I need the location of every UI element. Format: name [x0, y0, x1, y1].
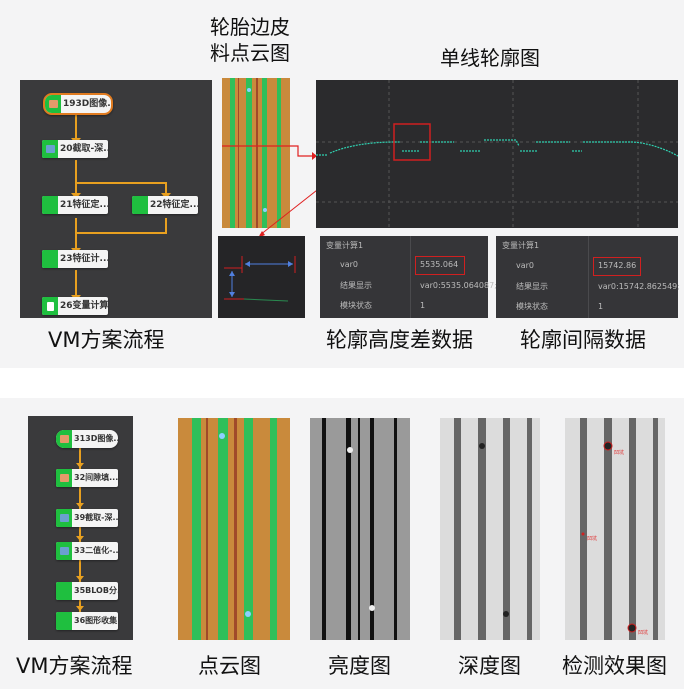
table-row: 模块状态 1 [516, 302, 604, 311]
caption-detection-result: 检测效果图 [562, 654, 667, 678]
flow-node-binarize[interactable]: 33二值化-... [56, 542, 118, 560]
caption-pointcloud: 点云图 [198, 654, 261, 678]
table-row: 模块状态 1 [340, 301, 426, 310]
crop-icon [42, 140, 58, 158]
caption-depth: 深度图 [458, 654, 521, 678]
defect-label: 凹坑 [614, 449, 624, 456]
flow-node-blob[interactable]: 35BLOB分... [56, 582, 118, 600]
caption-vm-flow-bottom: VM方案流程 [16, 654, 133, 678]
table-row: 结果显示 var0:15742.862549; [516, 282, 680, 291]
brightness-image [310, 418, 410, 640]
caption-brightness: 亮度图 [328, 654, 391, 678]
feature-icon [132, 196, 148, 214]
flow-node-3d-image[interactable]: 193D图像... [43, 93, 113, 115]
depth-image [440, 418, 540, 640]
table-row: 结果显示 var0:5535.064087; [340, 281, 497, 290]
profile-title: 单线轮廓图 [440, 46, 540, 70]
flow-node-feature-calc[interactable]: 23特征计... [42, 250, 108, 268]
interval-table: 变量计算1 var0 15742.86 结果显示 var0:15742.862549… [496, 236, 680, 318]
feature-icon [42, 196, 58, 214]
flow-connectors [76, 448, 84, 612]
flow-node-crop[interactable]: 39截取-深... [56, 509, 118, 527]
caption-interval: 轮廓间隔数据 [520, 328, 646, 352]
pointcloud-image-bottom [178, 418, 290, 640]
flow-node-crop[interactable]: 20截取-深... [42, 140, 108, 158]
defect-label: 凹坑 [638, 629, 648, 636]
flow-node-feature-22[interactable]: 22特征定... [132, 196, 198, 214]
crop-icon [56, 509, 72, 527]
flow-node-variable-calc[interactable]: 26变量计算1 [42, 297, 108, 315]
pointcloud-image [222, 78, 290, 228]
flow-node-shape-collect[interactable]: 36图形收集1 [56, 612, 118, 630]
value-highlight [415, 256, 465, 275]
profile-arrows [258, 145, 330, 238]
table-row: var0 5535.064 [340, 260, 459, 269]
calculator-icon [42, 297, 58, 315]
height-diff-table: 变量计算1 var0 5535.064 结果显示 var0:5535.064087;… [320, 236, 497, 318]
section-divider [0, 368, 684, 398]
caption-vm-flow: VM方案流程 [48, 328, 165, 352]
height-difference-inset [218, 236, 305, 318]
vm-flow-panel-bottom: 313D图像... 32间隙填... 39截取-深... 33二值化-... 3… [28, 416, 133, 640]
image-icon [56, 430, 72, 448]
single-line-profile [316, 80, 678, 228]
image-icon [56, 469, 72, 487]
table-row: var0 15742.86 [516, 261, 637, 270]
flow-node-gap-fill[interactable]: 32间隙填... [56, 469, 118, 487]
table-header: 变量计算1 [502, 241, 540, 250]
defect-label: 凹坑 [587, 535, 597, 542]
blob-icon [56, 582, 72, 600]
table-header: 变量计算1 [326, 241, 364, 250]
caption-height-diff: 轮廓高度差数据 [326, 328, 473, 352]
value-highlight [593, 257, 641, 276]
binarize-icon [56, 542, 72, 560]
vm-flow-panel: 193D图像... 20截取-深... 21特征定... 22特征定... 23… [20, 80, 212, 318]
flow-node-feature-21[interactable]: 21特征定... [42, 196, 108, 214]
feature-calc-icon [42, 250, 58, 268]
image-icon [45, 95, 61, 113]
shape-collect-icon [56, 612, 72, 630]
flow-node-3d-image[interactable]: 313D图像... [56, 430, 118, 448]
pointcloud-title: 轮胎边皮 料点云图 [210, 15, 290, 65]
